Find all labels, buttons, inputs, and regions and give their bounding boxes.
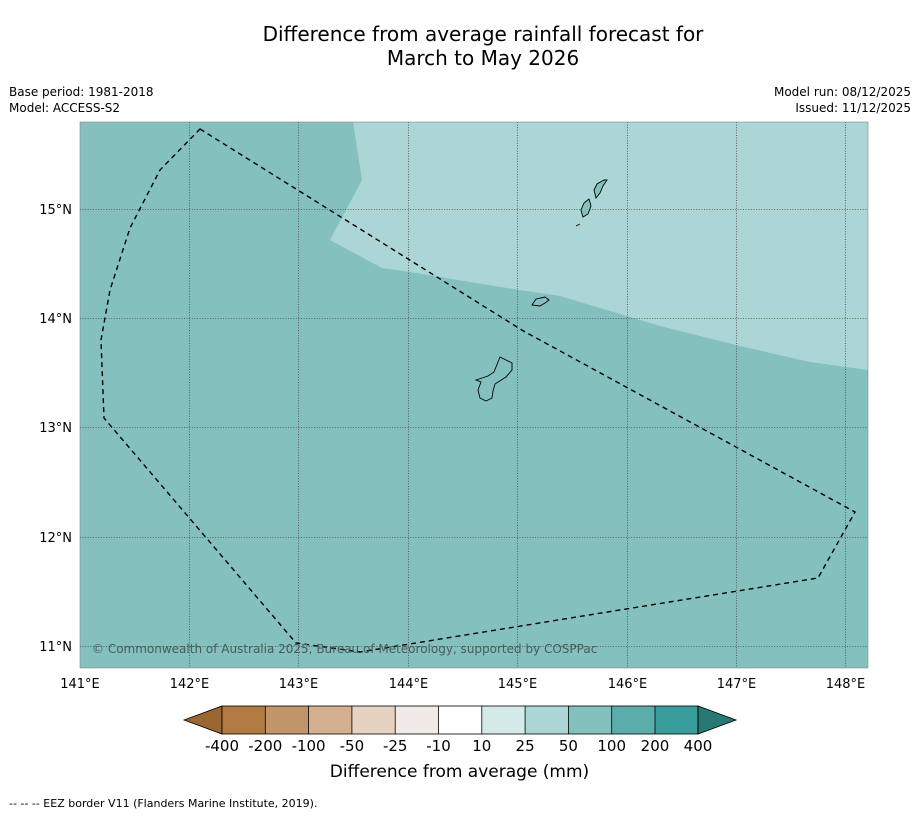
colorbar-tick-label: 400 — [683, 737, 713, 755]
colorbar-extend-low — [182, 705, 223, 735]
colorbar-swatch — [438, 706, 482, 734]
colorbar-swatch — [568, 706, 612, 734]
colorbar-swatch — [265, 706, 309, 734]
island-guam — [474, 356, 513, 402]
lon-label: 141°E — [60, 677, 100, 692]
colorbar-swatch — [655, 706, 698, 734]
lat-label: 11°N — [39, 640, 72, 655]
colorbar-swatch — [308, 706, 352, 734]
colorbar-tick-label: -400 — [204, 737, 240, 755]
colorbar-swatch — [611, 706, 655, 734]
model-run: Model run: 08/12/2025 — [773, 85, 911, 99]
anomaly-region-25-50 — [330, 122, 868, 370]
colorbar-frame — [221, 705, 699, 735]
colorbar-title: Difference from average (mm) — [329, 762, 590, 782]
copyright-notice: © Commonwealth of Australia 2025, Bureau… — [92, 642, 597, 656]
title-line-2: March to May 2026 — [386, 46, 580, 70]
lon-label: 143°E — [279, 677, 319, 692]
lon-label: 146°E — [608, 677, 648, 692]
lon-label: 148°E — [826, 677, 866, 692]
islands — [474, 179, 608, 402]
colorbar-extend-high — [697, 705, 738, 735]
model-name: Model: ACCESS-S2 — [9, 101, 121, 115]
colorbar-tick-label: -25 — [382, 737, 408, 755]
colorbar-swatch — [525, 706, 569, 734]
graticule — [80, 122, 868, 668]
issued-date: Issued: 11/12/2025 — [795, 101, 911, 115]
lat-label: 13°N — [39, 421, 72, 436]
lon-label: 145°E — [498, 677, 538, 692]
lon-label: 147°E — [717, 677, 757, 692]
meta-right: Model run: 08/12/2025 Issued: 11/12/2025 — [774, 84, 911, 116]
colorbar-tick-label: -50 — [339, 737, 365, 755]
island-aguijan — [575, 223, 581, 227]
colorbar-tick-label: -200 — [248, 737, 283, 755]
colorbar-tick-label: 10 — [472, 737, 492, 755]
colorbar-swatch — [395, 706, 439, 734]
colorbar-swatch — [351, 706, 396, 734]
colorbar-tick-label: -10 — [426, 737, 451, 755]
base-period: Base period: 1981-2018 — [9, 85, 154, 99]
lat-label: 15°N — [39, 203, 72, 218]
eez-border — [100, 128, 856, 653]
eez-footnote: -- -- -- EEZ border V11 (Flanders Marine… — [9, 797, 318, 810]
meta-left: Base period: 1981-2018 Model: ACCESS-S2 — [9, 84, 154, 116]
title-line-1: Difference from average rainfall forecas… — [262, 22, 704, 46]
colorbar-tick-label: 25 — [515, 737, 535, 755]
map-frame — [79, 121, 869, 669]
colorbar-swatch — [222, 706, 266, 734]
chart-title: Difference from average rainfall forecas… — [0, 22, 919, 70]
lon-label: 144°E — [389, 677, 429, 692]
colorbar-tick-label: 200 — [640, 737, 670, 755]
island-saipan — [593, 179, 608, 199]
lat-axis: 15°N 14°N 13°N 12°N 11°N — [39, 203, 72, 655]
island-rota — [531, 296, 550, 307]
lat-label: 14°N — [39, 312, 72, 327]
colorbar-tick-label: 50 — [558, 737, 578, 755]
lat-label: 12°N — [39, 531, 72, 546]
colorbar-tick-label: -100 — [291, 737, 326, 755]
island-tinian — [580, 198, 592, 218]
colorbar — [182, 705, 738, 735]
lon-axis: 141°E 142°E 143°E 144°E 145°E 146°E 147°… — [60, 677, 865, 692]
lon-label: 142°E — [170, 677, 210, 692]
colorbar-tick-label: 100 — [597, 737, 626, 755]
colorbar-swatch — [481, 706, 526, 734]
